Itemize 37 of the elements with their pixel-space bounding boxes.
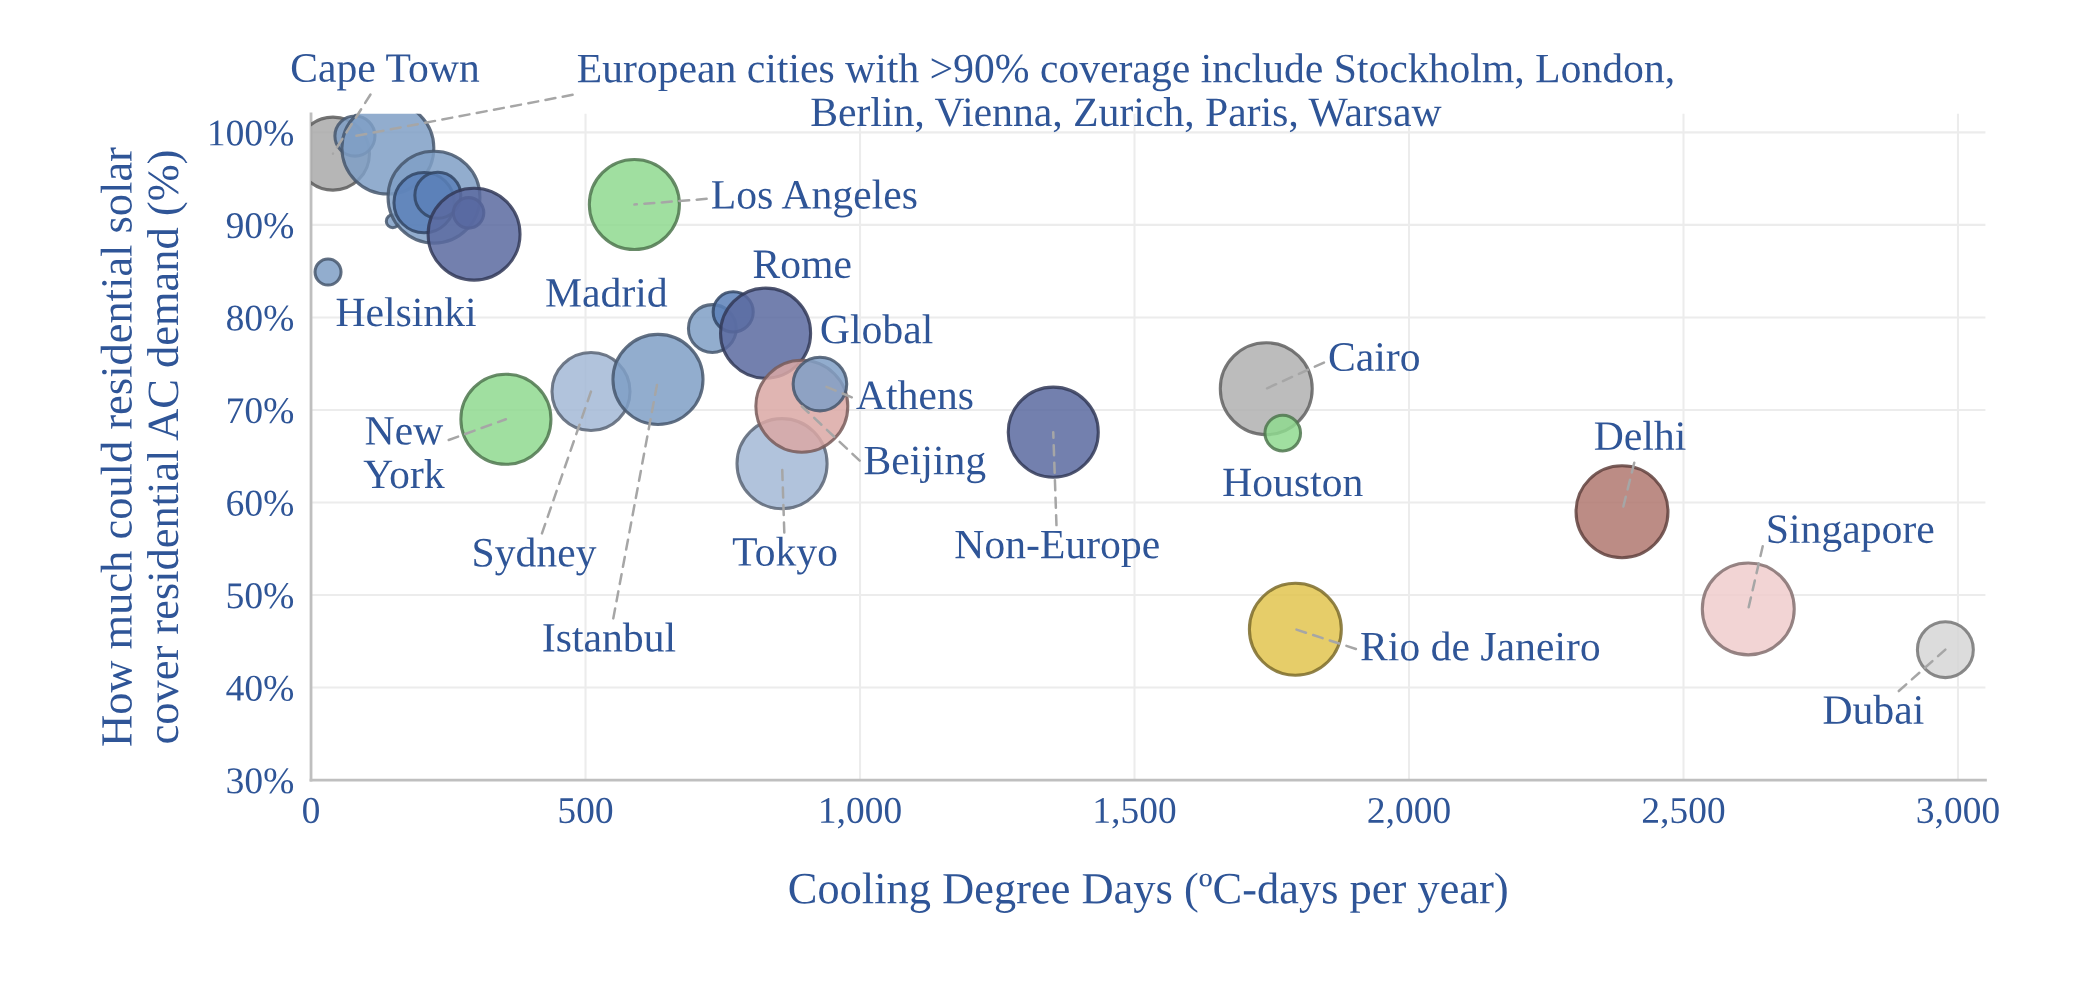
y-tick-label: 50% <box>227 583 294 609</box>
annotation: New York <box>363 417 445 489</box>
annotation: Cape Town <box>291 54 480 91</box>
annotation: Tokyo <box>732 536 837 575</box>
annotation: Madrid <box>546 277 668 307</box>
annotation: Dubai <box>1823 694 1924 725</box>
annotation: European cities with >90% coverage include Stockholm, London, Berlin, Vienna, Zurich, Paris, Warsaw <box>577 53 1673 133</box>
x-axis-title: Cooling Degree Days (ºC-days per year) <box>789 872 1507 913</box>
x-tick-label: 1,500 <box>1095 797 1176 829</box>
annotation: Los Angeles <box>711 179 917 218</box>
y-tick-label: 70% <box>228 398 294 424</box>
annotation: Beijing <box>864 446 986 484</box>
x-tick-label: 1,000 <box>821 797 901 829</box>
annotation: Rio de Janeiro <box>1361 631 1600 661</box>
annotation: Houston <box>1223 468 1363 497</box>
annotation: Helsinki <box>336 297 476 327</box>
annotation: Global <box>821 314 933 344</box>
annotation: Delhi <box>1594 420 1686 451</box>
y-tick-label: 80% <box>227 305 294 331</box>
y-tick-label: 40% <box>226 675 294 702</box>
annotation: Athens <box>856 380 973 410</box>
x-tick-label: 0 <box>303 797 319 824</box>
annotation: Singapore <box>1768 515 1934 552</box>
annotation: Istanbul <box>543 622 676 652</box>
y-axis-title: How much could residential solar cover residential AC demand (%) <box>100 147 188 746</box>
y-tick-label: 100% <box>210 120 294 146</box>
x-tick-label: 500 <box>559 797 613 824</box>
x-tick-label: 3,000 <box>1917 797 1999 829</box>
x-tick-label: 2,000 <box>1368 797 1450 829</box>
y-tick-label: 90% <box>226 212 294 239</box>
y-tick-label: 60% <box>227 490 294 517</box>
annotation: Sydney <box>474 537 597 576</box>
annotation: Rome <box>753 250 851 279</box>
y-tick-label: 30% <box>227 768 294 794</box>
annotation: Cairo <box>1329 343 1419 372</box>
x-tick-label: 2,500 <box>1642 797 1725 829</box>
annotation: Non-Europe <box>955 530 1159 568</box>
